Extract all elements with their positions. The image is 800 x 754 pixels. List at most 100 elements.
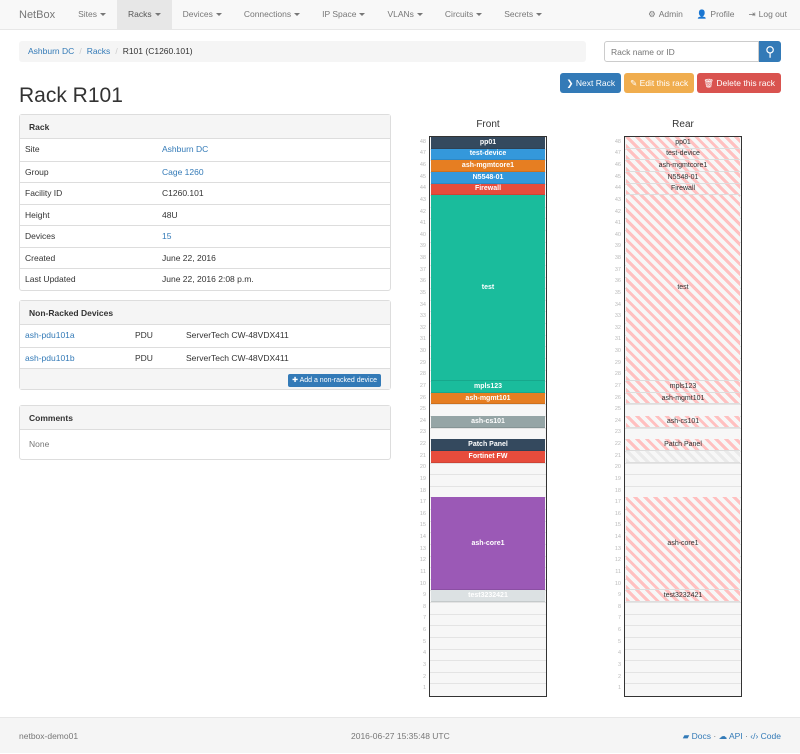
unit-number: 26 <box>419 394 426 401</box>
device-link[interactable]: ash-pdu101b <box>25 352 75 363</box>
device-name: ash-mgmtcore1 <box>658 162 708 170</box>
cloud-icon: ☁ <box>718 731 728 741</box>
nav-admin-link[interactable]: ⚙ Admin <box>639 0 688 29</box>
device-name: test3232421 <box>663 592 703 600</box>
rack-device-front[interactable]: ash-core1 <box>431 497 545 591</box>
rack-device-rear[interactable]: ash-mgmt101 <box>626 392 740 405</box>
breadcrumb-racks[interactable]: Racks <box>86 46 111 56</box>
rack-device-front[interactable]: N5548-01 <box>431 171 545 184</box>
nav-vlans-menu[interactable]: VLANs <box>376 0 433 29</box>
nav-connections-menu[interactable]: Connections <box>233 0 311 29</box>
unit-number: 12 <box>614 557 621 564</box>
rack-device-front[interactable]: test-device <box>431 148 545 161</box>
rack-device-front[interactable]: mpls123 <box>431 381 545 393</box>
brand-logo[interactable]: NetBox <box>19 8 56 21</box>
attr-label: Last Updated <box>25 274 76 284</box>
unit-number: 2 <box>422 673 426 680</box>
delete-rack-label: Delete this rack <box>716 78 775 88</box>
rack-device-front[interactable]: ash-mgmt101 <box>431 392 545 405</box>
rack-device-rear[interactable]: Patch Panel <box>626 439 740 451</box>
unit-number: 13 <box>614 545 621 552</box>
attr-value[interactable]: Ashburn DC <box>162 144 209 154</box>
footer-api-link[interactable]: ☁ API <box>719 731 743 741</box>
book-icon: ▰ <box>682 731 690 741</box>
footer-code-link[interactable]: ‹/› Code <box>750 731 781 741</box>
unit-number: 9 <box>422 592 426 599</box>
unit-number: 40 <box>419 231 426 238</box>
rack-device-rear[interactable]: test-device <box>626 148 740 161</box>
nav-secrets-menu[interactable]: Secrets <box>493 0 553 29</box>
unit-number: 33 <box>614 313 621 320</box>
rack-device-front[interactable]: Firewall <box>431 183 545 196</box>
unit-number: 20 <box>614 464 621 471</box>
search-input[interactable] <box>604 41 759 62</box>
rack-device-front[interactable]: Fortinet FW <box>431 450 545 463</box>
unit-number: 10 <box>419 580 426 587</box>
unit-number: 9 <box>617 592 621 599</box>
rack-unit-slot <box>625 474 741 476</box>
rack-device-front[interactable]: test <box>431 195 545 382</box>
unit-number: 48 <box>614 138 621 145</box>
rack-device-rear[interactable]: test <box>626 195 740 382</box>
unit-number: 11 <box>420 568 426 575</box>
device-link[interactable]: ash-pdu101a <box>25 330 75 340</box>
rack-unit-slot <box>625 636 741 638</box>
unit-number: 16 <box>614 510 621 517</box>
unit-number: 14 <box>614 534 621 541</box>
rack-device-rear[interactable]: N5548-01 <box>626 171 740 184</box>
unit-number: 3 <box>422 661 426 668</box>
attr-value[interactable]: 15 <box>162 231 172 241</box>
nav-log-out-link[interactable]: ⇥ Log out <box>740 0 793 29</box>
rack-device-front[interactable]: pp01 <box>431 137 545 149</box>
rack-device-rear[interactable]: test3232421 <box>626 590 740 602</box>
unit-number: 28 <box>614 371 621 378</box>
edit-rack-button[interactable]: ✎ Edit this rack <box>624 73 695 93</box>
non-racked-row: ash-pdu101a PDU ServerTech CW-48VDX411 <box>20 325 390 347</box>
chevron-right-icon: ❯ <box>566 78 576 88</box>
nav-profile-link[interactable]: 👤 Profile <box>688 0 740 29</box>
rack-unit-slot <box>430 404 546 406</box>
rack-unit-slot <box>430 648 546 650</box>
unit-number: 17 <box>614 499 621 506</box>
rack-device-front[interactable]: test3232421 <box>431 590 545 602</box>
nav-devices-menu[interactable]: Devices <box>172 0 233 29</box>
rack-device-rear[interactable]: ash-cs101 <box>626 416 740 428</box>
breadcrumb-site[interactable]: Ashburn DC <box>28 46 75 56</box>
unit-number: 31 <box>614 336 621 343</box>
nav-sites-menu[interactable]: Sites <box>67 0 117 29</box>
rack-device-rear[interactable]: ash-core1 <box>626 497 740 591</box>
delete-rack-button[interactable]: 🗑 Delete this rack <box>697 73 781 93</box>
unit-number: 4 <box>617 650 621 657</box>
rack-device-front[interactable]: ash-cs101 <box>431 416 545 428</box>
unit-number: 4 <box>422 650 426 657</box>
nav-circuits-menu[interactable]: Circuits <box>434 0 493 29</box>
nav-label: Sites <box>78 9 97 19</box>
device-role: PDU <box>135 352 153 363</box>
rack-device-rear[interactable]: Firewall <box>626 183 740 196</box>
search-button[interactable]: ⚲ <box>759 41 781 62</box>
rack-attr-row: Site Ashburn DC <box>20 139 390 161</box>
logout-icon: ⇥ <box>748 9 756 19</box>
add-non-racked-device-button[interactable]: ✚ Add a non-racked device <box>288 374 381 387</box>
rack-device-rear[interactable]: ash-mgmtcore1 <box>626 160 740 172</box>
rack-unit-slot <box>430 462 546 464</box>
non-racked-row: ash-pdu101b PDU ServerTech CW-48VDX411 <box>20 346 390 369</box>
rack-device-rear[interactable] <box>626 450 740 463</box>
rack-device-rear[interactable]: mpls123 <box>626 381 740 393</box>
unit-number: 36 <box>614 278 621 285</box>
footer-docs-link[interactable]: ▰ Docs <box>683 731 711 741</box>
unit-number: 1 <box>422 685 426 692</box>
rack-device-front[interactable]: ash-mgmtcore1 <box>431 160 545 172</box>
comments-panel: Comments None <box>19 405 391 460</box>
nav-racks-menu[interactable]: Racks <box>116 0 172 29</box>
rack-device-rear[interactable]: pp01 <box>626 137 740 149</box>
nav-ip-space-menu[interactable]: IP Space <box>311 0 376 29</box>
rack-attr-row: Devices 15 <box>20 225 390 247</box>
rack-device-front[interactable]: Patch Panel <box>431 439 545 451</box>
device-name: ash-cs101 <box>471 417 505 425</box>
attr-value[interactable]: Cage 1260 <box>162 166 204 177</box>
next-rack-button[interactable]: ❯ Next Rack <box>560 73 622 93</box>
code-icon: ‹/› <box>750 731 759 741</box>
footer-hostname: netbox-demo01 <box>19 731 79 741</box>
unit-number: 6 <box>617 627 621 634</box>
